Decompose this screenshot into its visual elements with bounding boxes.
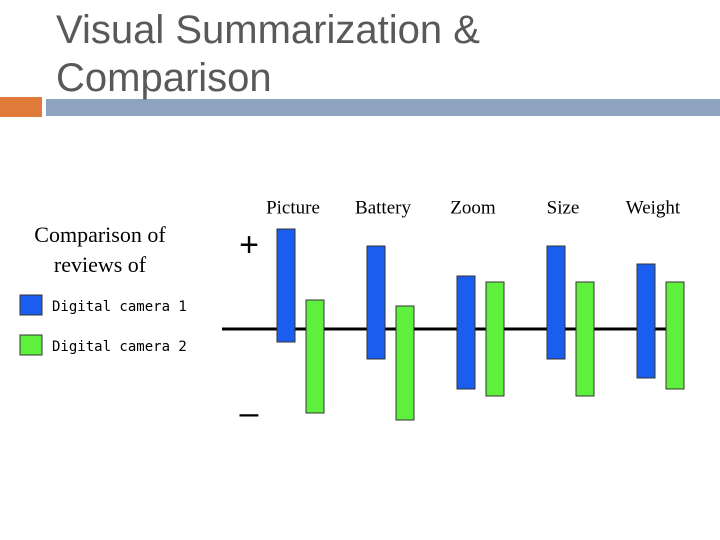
bar [665,281,685,390]
bar [575,281,595,397]
bar [276,228,296,343]
legend-swatch [19,334,43,356]
bar [546,245,566,360]
bar [636,263,656,379]
x-tick-label: Size [547,197,580,218]
bar [395,305,415,421]
slide-title: Visual Summarization & Comparison [56,8,480,100]
legend-label: Digital camera 2 [52,339,187,355]
accent-bar [0,97,42,117]
description: Comparison of reviews of [34,222,166,277]
bar [305,299,325,414]
x-tick-label: Weight [626,197,681,218]
x-tick-label: Picture [266,197,320,218]
legend-swatch [19,294,43,316]
y-tick-label: + [239,226,259,264]
y-tick-label: – [240,394,259,432]
bar [485,281,505,397]
bar [366,245,386,360]
x-tick-label: Battery [355,197,411,218]
x-tick-label: Zoom [450,197,496,218]
bar [456,275,476,390]
legend-label: Digital camera 1 [52,299,187,315]
title-rule [46,99,720,116]
